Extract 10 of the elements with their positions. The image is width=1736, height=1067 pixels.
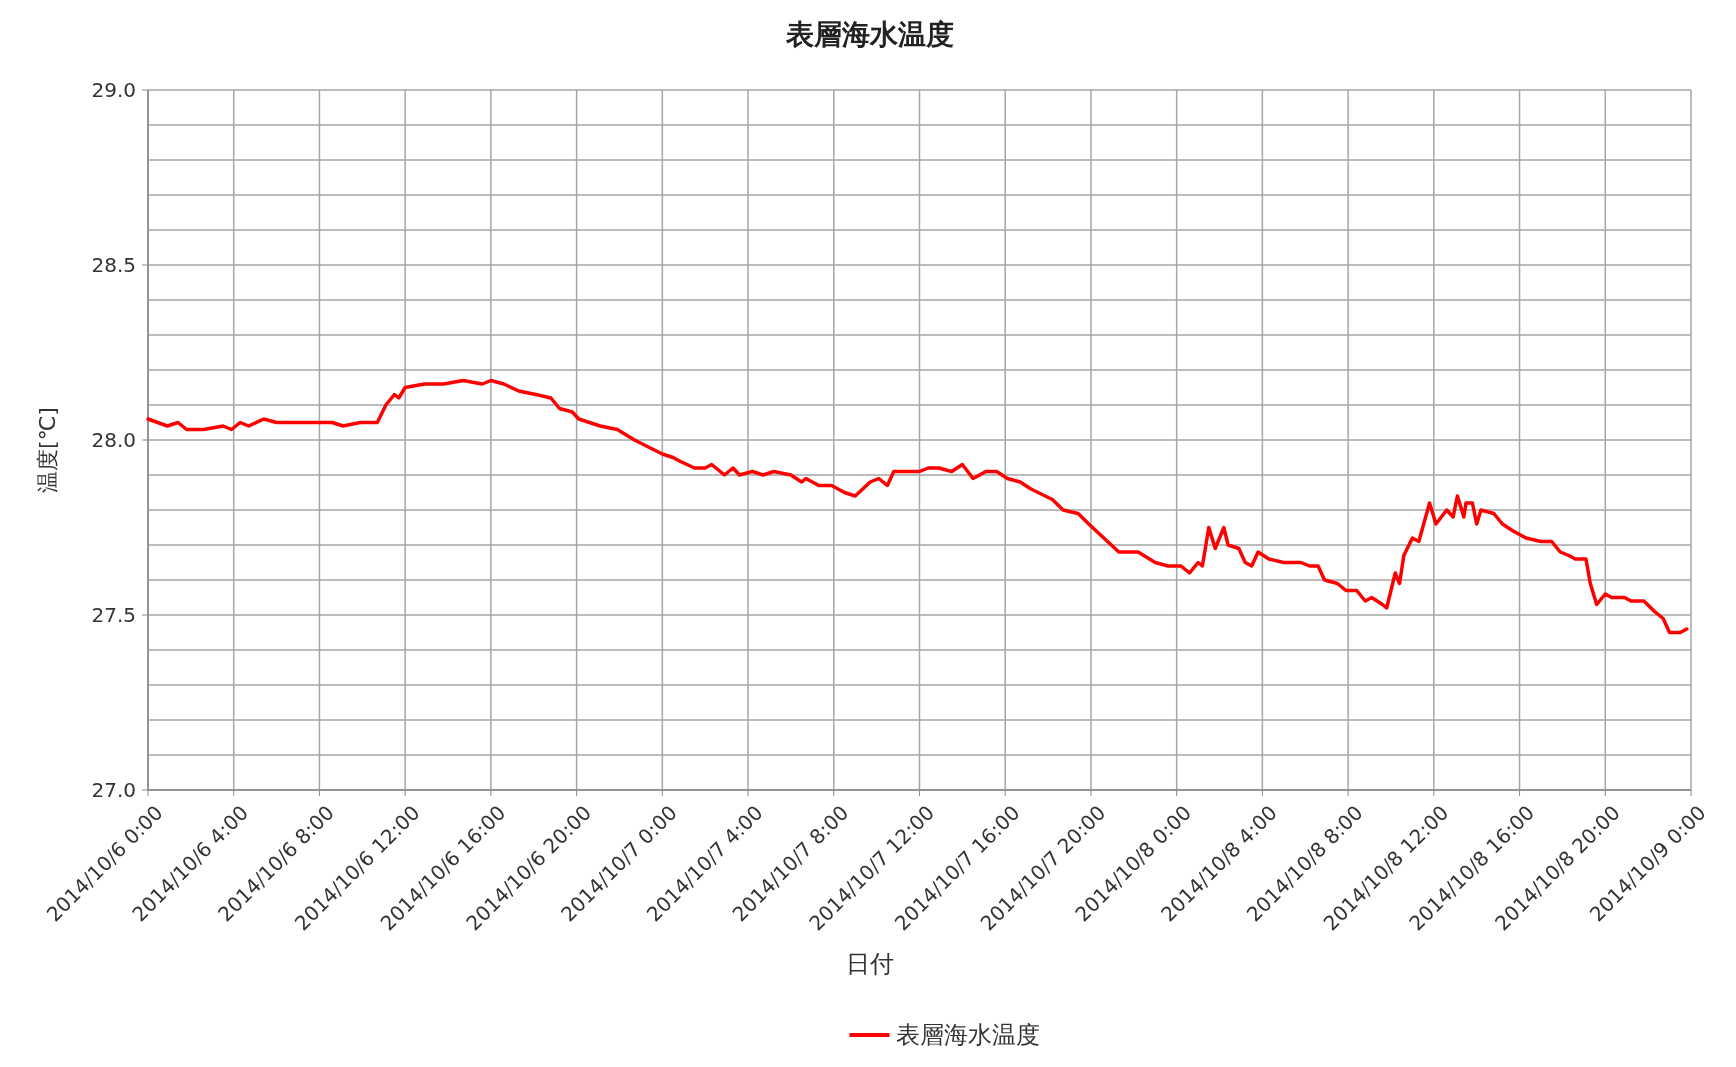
y-tick-label: 27.5 <box>91 603 136 627</box>
y-tick-label: 28.5 <box>91 253 136 277</box>
legend-label: 表層海水温度 <box>895 1021 1040 1050</box>
y-tick-label: 27.0 <box>91 778 136 802</box>
y-tick-label: 29.0 <box>91 78 136 102</box>
y-tick-label: 28.0 <box>91 428 136 452</box>
x-axis-title: 日付 <box>845 950 894 978</box>
y-axis-title: 温度[℃] <box>35 407 60 493</box>
line-series <box>146 378 1689 635</box>
chart-title: 表層海水温度 <box>784 18 954 51</box>
